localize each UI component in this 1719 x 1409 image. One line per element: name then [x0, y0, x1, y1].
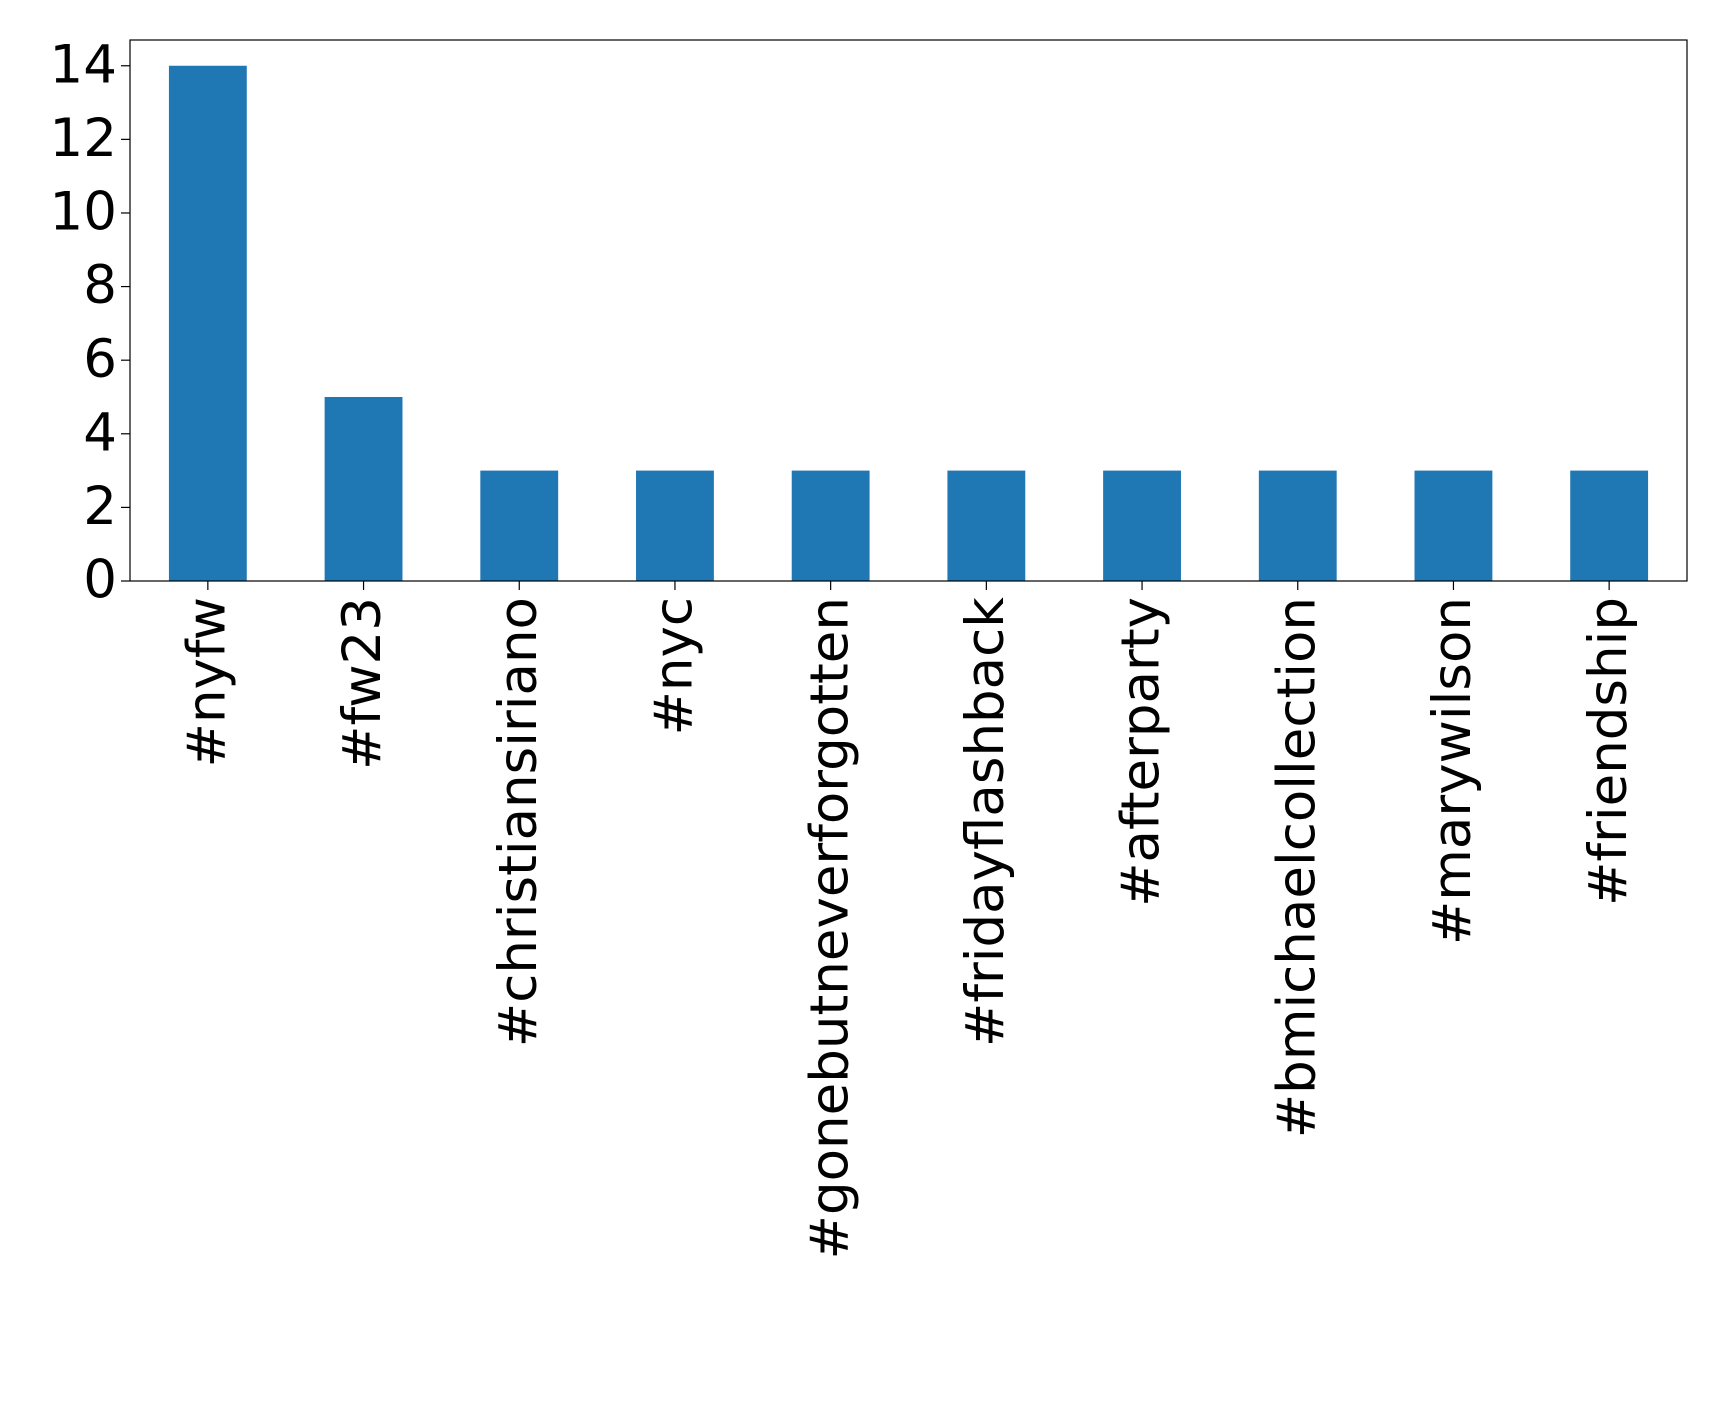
bar: [1258, 470, 1337, 581]
y-tick-label: 12: [50, 108, 117, 169]
bar: [791, 470, 870, 581]
x-tick-label: #marywilson: [1422, 597, 1483, 945]
x-tick-label: #nyc: [644, 597, 705, 736]
x-tick-label: #fw23: [332, 597, 393, 770]
bar: [1103, 470, 1181, 581]
x-tick-label: #gonebutneverforgotten: [799, 597, 860, 1259]
bar: [947, 470, 1026, 581]
x-tick-label: #bmichaelcollection: [1266, 597, 1327, 1138]
y-tick-label: 14: [50, 34, 117, 95]
x-tick-label: #afterparty: [1111, 597, 1172, 907]
bar: [636, 470, 714, 581]
y-tick-label: 6: [83, 329, 117, 390]
y-tick-label: 0: [83, 550, 117, 611]
y-tick-label: 10: [50, 182, 117, 243]
x-tick-label: #christiansiriano: [488, 597, 549, 1047]
y-tick-label: 2: [83, 476, 117, 537]
plot-frame: [129, 39, 1688, 582]
x-tick-label: #friendship: [1578, 597, 1639, 906]
bar: [324, 396, 403, 581]
bar: [1414, 470, 1493, 581]
y-tick-label: 4: [83, 402, 117, 463]
x-tick-label: #fridayflashback: [955, 597, 1016, 1047]
bar: [1570, 470, 1649, 581]
x-tick-label: #nyfw: [176, 597, 237, 767]
bar: [480, 470, 559, 581]
bar: [168, 65, 247, 581]
y-tick-label: 8: [83, 255, 117, 316]
